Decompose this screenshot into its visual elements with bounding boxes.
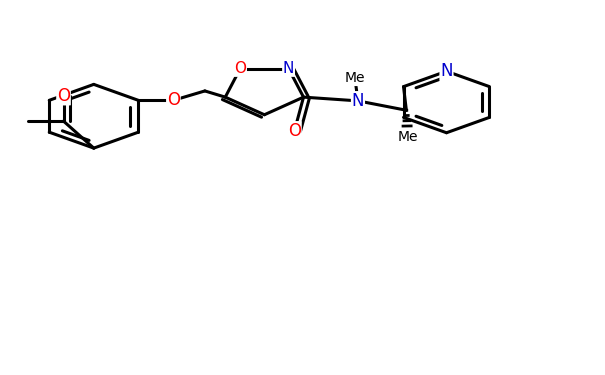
Text: N: N — [352, 92, 364, 110]
Text: O: O — [167, 92, 180, 110]
Text: N: N — [283, 61, 294, 76]
Text: O: O — [57, 87, 70, 105]
Text: Me: Me — [397, 129, 418, 144]
Text: O: O — [288, 122, 301, 140]
Text: Me: Me — [345, 71, 365, 86]
Text: N: N — [440, 62, 453, 80]
Text: O: O — [234, 61, 246, 76]
